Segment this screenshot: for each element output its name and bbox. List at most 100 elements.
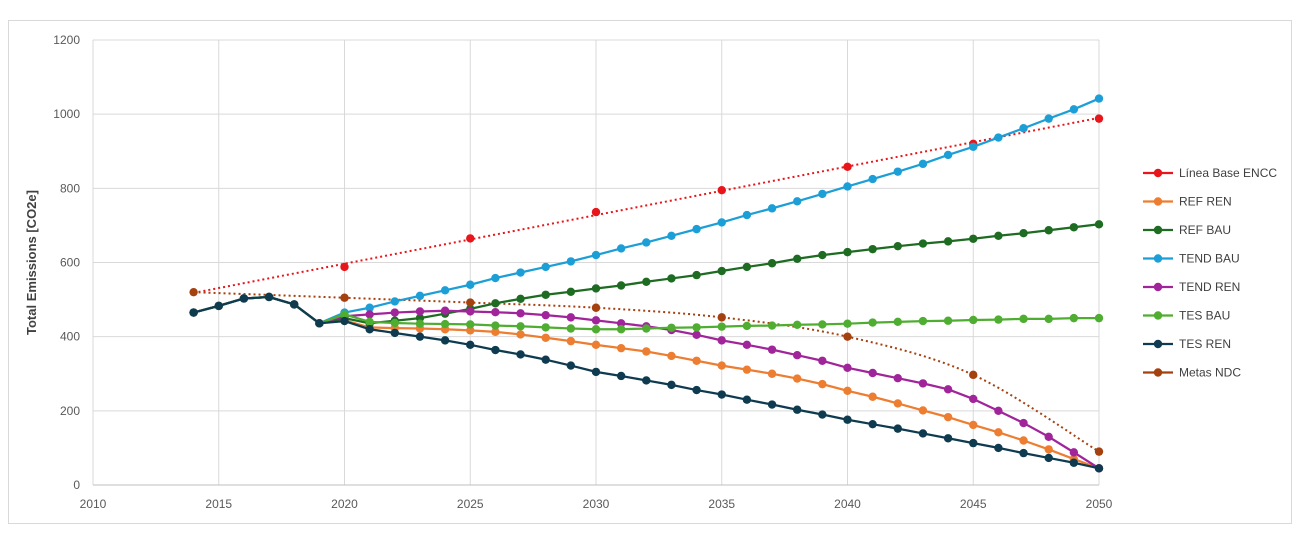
data-point-tes-ren <box>692 385 701 395</box>
data-point-ref-bau <box>616 281 626 290</box>
data-point-ref-bau <box>1069 223 1079 232</box>
data-point-tend-bau <box>943 150 953 160</box>
data-point-linea-base-encc <box>466 234 475 243</box>
data-point-tes-ren <box>415 332 425 341</box>
data-point-tend-ren <box>717 336 726 345</box>
data-point-tend-ren <box>767 345 777 354</box>
data-point-tend-bau <box>466 280 475 289</box>
data-point-metas-ndc <box>717 313 726 322</box>
data-point-tend-ren <box>893 374 902 383</box>
legend-item-linea-base-encc: Línea Base ENCC <box>1143 166 1277 180</box>
data-point-tes-ren <box>365 325 374 334</box>
data-point-tend-bau <box>440 286 450 295</box>
data-point-tend-ren <box>616 319 626 328</box>
x-tick-label: 2010 <box>80 497 107 511</box>
data-point-tend-bau <box>818 189 827 199</box>
data-point-ref-ren <box>717 361 726 370</box>
series-tes-bau <box>189 292 1104 334</box>
data-point-linea-base-encc <box>1094 114 1104 123</box>
data-point-tes-bau <box>918 316 928 326</box>
data-point-tes-ren <box>466 340 475 350</box>
data-point-tend-bau <box>1019 124 1028 133</box>
data-point-tes-ren <box>616 371 626 381</box>
data-point-tes-bau <box>1019 314 1028 324</box>
data-point-tend-bau <box>1044 114 1053 123</box>
data-point-tend-ren <box>943 385 953 394</box>
data-point-tes-bau <box>692 323 701 332</box>
data-point-tend-ren <box>1069 448 1079 457</box>
data-point-ref-bau <box>893 241 902 251</box>
data-point-tes-ren <box>566 361 576 370</box>
chart-legend: Línea Base ENCC REF REN REF BAU TEND BAU TEN… <box>1143 166 1277 380</box>
data-point-ref-bau <box>868 244 877 254</box>
data-point-tend-ren <box>969 394 978 404</box>
legend-swatch-marker <box>1153 368 1163 377</box>
emissions-line-chart: 2010 2015 2020 2025 2030 2035 2040 2045 2050 0 200… <box>24 33 1277 511</box>
legend-label: TES BAU <box>1179 309 1230 323</box>
data-point-tend-bau <box>566 257 576 266</box>
x-tick-label: 2025 <box>457 497 484 511</box>
data-point-tend-ren <box>466 307 475 316</box>
data-point-tes-ren <box>918 429 928 438</box>
data-point-ref-ren <box>843 386 852 396</box>
legend-item-ref-ren: REF REN <box>1143 195 1232 209</box>
data-point-tes-bau <box>1094 313 1104 323</box>
legend-swatch-marker <box>1153 339 1163 349</box>
series-ref-bau <box>189 220 1104 328</box>
data-point-linea-base-encc <box>843 162 852 172</box>
data-point-tes-bau <box>717 322 726 331</box>
data-point-metas-ndc <box>189 287 198 297</box>
trendline-metas-ndc <box>193 291 1100 453</box>
data-point-ref-ren <box>591 340 601 350</box>
x-tick-label: 2035 <box>708 497 735 511</box>
data-point-tes-ren <box>290 300 299 309</box>
data-point-ref-bau <box>1044 226 1053 235</box>
legend-item-metas-ndc: Metas NDC <box>1143 366 1241 380</box>
data-point-tend-bau <box>692 224 701 234</box>
data-point-metas-ndc <box>843 332 852 341</box>
data-point-metas-ndc <box>466 298 475 307</box>
data-point-tes-bau <box>516 322 525 331</box>
data-point-tes-bau <box>390 318 399 328</box>
data-point-tes-ren <box>1094 464 1104 473</box>
data-point-tes-ren <box>717 390 726 399</box>
data-point-ref-ren <box>818 379 827 389</box>
data-point-tend-bau <box>843 182 852 191</box>
data-point-tes-ren <box>642 376 651 385</box>
data-point-tes-ren <box>969 438 978 448</box>
data-point-tend-bau <box>1094 94 1104 103</box>
data-point-tend-ren <box>918 379 928 388</box>
data-point-tes-ren <box>189 308 198 317</box>
data-point-tend-ren <box>516 309 525 318</box>
x-tick-label: 2015 <box>205 497 232 511</box>
data-point-tes-ren <box>1069 458 1079 467</box>
data-point-tend-ren <box>818 356 827 365</box>
series-metas-ndc <box>189 287 1104 456</box>
data-point-tes-bau <box>667 323 676 332</box>
data-point-ref-bau <box>943 237 953 246</box>
data-point-tes-ren <box>340 316 349 326</box>
data-point-tes-ren <box>541 355 550 364</box>
data-point-tes-ren <box>315 319 324 328</box>
data-point-ref-bau <box>994 231 1003 240</box>
data-point-tend-bau <box>767 204 777 213</box>
data-point-tes-ren <box>793 405 802 414</box>
legend-label: REF REN <box>1179 195 1232 209</box>
data-point-metas-ndc <box>1094 447 1104 456</box>
data-point-metas-ndc <box>340 293 349 302</box>
data-point-tes-ren <box>767 400 777 409</box>
legend-item-ref-bau: REF BAU <box>1143 223 1231 237</box>
data-point-ref-bau <box>642 277 651 286</box>
data-point-tes-ren <box>1019 448 1028 458</box>
data-point-tes-ren <box>667 380 676 390</box>
data-point-tend-ren <box>365 310 374 319</box>
data-point-tend-ren <box>390 308 399 317</box>
data-point-tend-bau <box>893 167 902 176</box>
data-point-tes-ren <box>214 301 223 311</box>
x-tick-label: 2030 <box>583 497 610 511</box>
series-linea-base-encc <box>340 114 1104 272</box>
data-point-tend-bau <box>1069 105 1079 114</box>
data-point-tend-ren <box>440 306 450 315</box>
data-point-tend-ren <box>843 363 852 373</box>
x-tick-label: 2020 <box>331 497 358 511</box>
